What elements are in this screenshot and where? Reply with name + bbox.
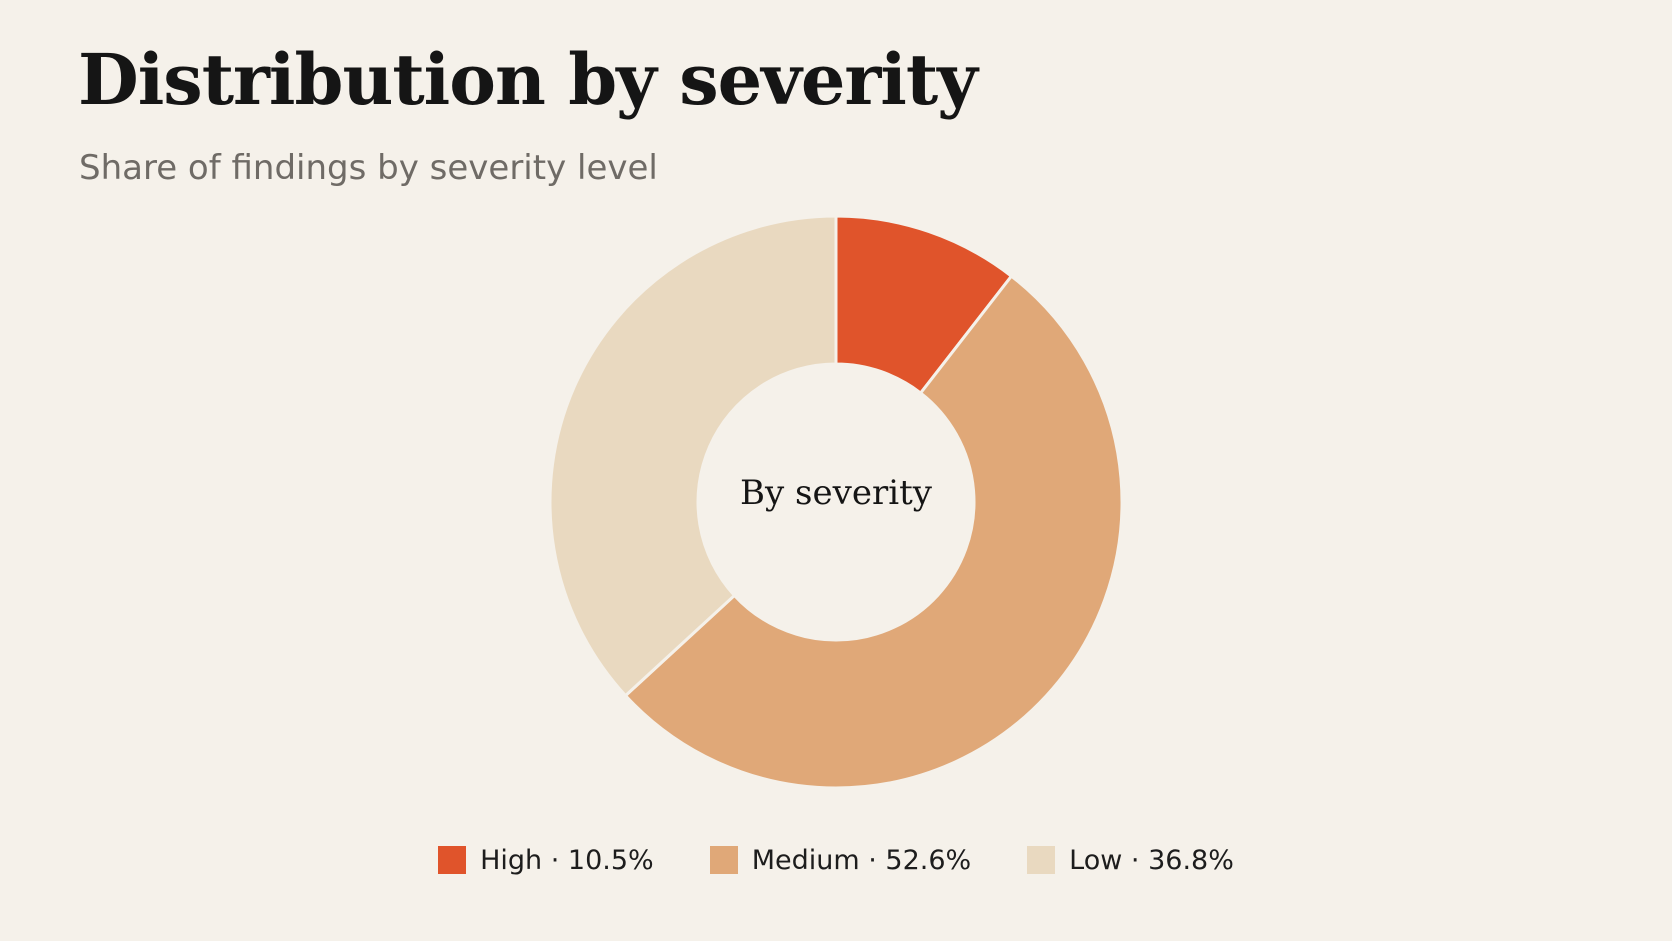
legend-item-low: Low · 36.8% [1027,845,1234,876]
donut-slices [548,214,1124,790]
donut-slice-low [548,214,838,698]
legend-label-high: High · 10.5% [480,844,654,876]
donut-slice-medium [623,274,1124,790]
legend-item-high: High · 10.5% [438,845,654,876]
donut-center-label: By severity [740,473,933,513]
chart-legend: High · 10.5% Medium · 52.6% Low · 36.8% [0,838,1672,882]
chart-subtitle: Share of findings by severity level [79,148,658,188]
chart-title: Distribution by severity [78,38,978,121]
legend-swatch-low [1027,846,1056,874]
legend-swatch-medium [709,846,738,874]
legend-item-medium: Medium · 52.6% [709,844,972,876]
legend-swatch-high [438,846,467,874]
legend-label-low: Low · 36.8% [1069,844,1234,876]
legend-label-medium: Medium · 52.6% [751,844,972,876]
